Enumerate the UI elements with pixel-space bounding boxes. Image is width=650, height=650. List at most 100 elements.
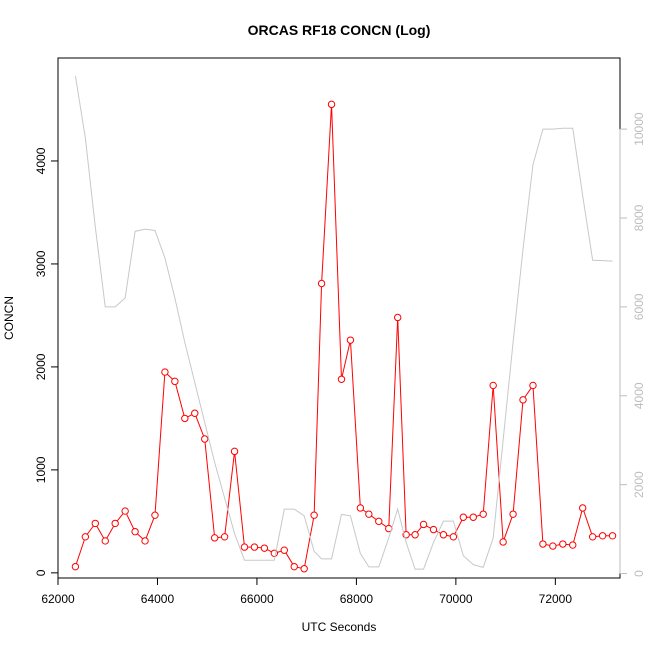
- y-tick-label: 0: [34, 569, 48, 576]
- series-0-point: [317, 279, 326, 288]
- series-0-point: [151, 511, 159, 519]
- x-axis-label: UTC Seconds: [302, 620, 377, 634]
- series-0-point: [230, 447, 239, 456]
- series-0-point: [161, 368, 169, 376]
- x-tick-label: 64000: [141, 592, 175, 606]
- series-0-point: [181, 414, 189, 423]
- series-0-point: [402, 531, 410, 539]
- series-0-segment: [126, 513, 135, 529]
- series-0-point: [337, 375, 346, 383]
- series-0-point: [499, 538, 507, 546]
- series-0-point: [598, 532, 607, 540]
- series-0-point: [459, 513, 468, 521]
- series-0-segment: [166, 373, 173, 380]
- x-tick-label: 66000: [240, 592, 274, 606]
- series-0-segment: [154, 375, 166, 513]
- x-tick-label: 72000: [539, 592, 573, 606]
- y2-tick-label: 6000: [632, 293, 646, 320]
- series-1-line: [74, 75, 613, 570]
- series-0-segment: [304, 518, 315, 566]
- series-0-segment: [106, 525, 115, 539]
- series-0-segment: [371, 515, 377, 520]
- series-0-point: [393, 313, 402, 322]
- series-0-segment: [195, 416, 205, 437]
- series-0-segment: [583, 510, 593, 534]
- series-0-point: [131, 527, 139, 536]
- series-0-point: [469, 513, 477, 521]
- series-0-segment: [388, 320, 399, 526]
- chart-title: ORCAS RF18 CONCN (Log): [248, 22, 431, 38]
- y-tick-label: 1000: [34, 456, 48, 483]
- series-0-segment: [285, 552, 294, 565]
- y-tick-label: 3000: [34, 250, 48, 277]
- series-0-point: [250, 543, 259, 551]
- y2-tick-label: 0: [632, 570, 646, 577]
- series-0-segment: [137, 533, 144, 540]
- series-0-point: [260, 544, 269, 552]
- series-0-point: [91, 519, 100, 528]
- series-0-segment: [454, 519, 463, 535]
- series-0-point: [220, 533, 229, 541]
- series-0-point: [310, 511, 318, 519]
- series-0-point: [171, 377, 179, 386]
- series-0-point: [81, 533, 90, 541]
- series-0-point: [529, 381, 537, 390]
- series-0-point: [569, 541, 577, 549]
- series-0-point: [290, 562, 298, 571]
- series-0-segment: [224, 454, 235, 534]
- series-0-point: [141, 537, 149, 545]
- series-0-segment: [277, 550, 282, 553]
- x-tick-label: 70000: [439, 592, 473, 606]
- y2-tick-label: 4000: [632, 382, 646, 409]
- series-0-segment: [96, 525, 105, 539]
- series-0-segment: [476, 514, 481, 517]
- series-0-segment: [446, 534, 451, 537]
- series-0-point: [111, 519, 119, 528]
- series-0-segment: [175, 384, 185, 416]
- series-0-point: [270, 549, 279, 557]
- series-0-segment: [426, 525, 431, 529]
- series-0-segment: [545, 544, 550, 546]
- series-0-point: [240, 543, 249, 551]
- x-tick-label: 62000: [41, 592, 75, 606]
- series-0-segment: [492, 388, 504, 539]
- series-0-segment: [381, 522, 387, 528]
- series-0-segment: [297, 566, 302, 569]
- series-0-segment: [86, 525, 94, 535]
- series-0-point: [365, 510, 373, 518]
- y-tick-label: 2000: [34, 353, 48, 380]
- x-tick-label: 68000: [340, 592, 374, 606]
- y2-tick-label: 10000: [632, 112, 646, 146]
- series-0-point: [519, 396, 527, 404]
- series-0-point: [439, 531, 448, 539]
- series-0-point: [549, 542, 557, 550]
- series-0-segment: [512, 403, 524, 512]
- series-0-point: [191, 409, 199, 417]
- series-0-segment: [350, 343, 361, 505]
- series-0-segment: [503, 517, 513, 540]
- series-0-point: [479, 510, 487, 518]
- series-0-point: [201, 435, 209, 443]
- series-0-segment: [573, 510, 583, 543]
- series-0-segment: [234, 454, 245, 544]
- y-tick-label: 4000: [34, 147, 48, 174]
- series-0-segment: [187, 414, 193, 418]
- series-0-segment: [482, 388, 494, 512]
- series-0-point: [71, 562, 80, 571]
- series-0-point: [578, 504, 587, 512]
- series-0-segment: [313, 286, 322, 513]
- series-0-segment: [75, 539, 85, 564]
- series-0-point: [346, 336, 355, 344]
- series-0-point: [429, 525, 438, 534]
- series-layer: [71, 75, 617, 573]
- series-0-point: [419, 520, 428, 529]
- series-0-segment: [331, 107, 342, 377]
- series-0-point: [300, 565, 308, 573]
- series-0-point: [411, 531, 419, 539]
- series-0-point: [588, 533, 597, 541]
- y2-tick-label: 8000: [632, 204, 646, 231]
- y-axis-label: CONCN: [2, 296, 16, 340]
- series-0-segment: [267, 549, 272, 553]
- series-0-segment: [362, 509, 367, 513]
